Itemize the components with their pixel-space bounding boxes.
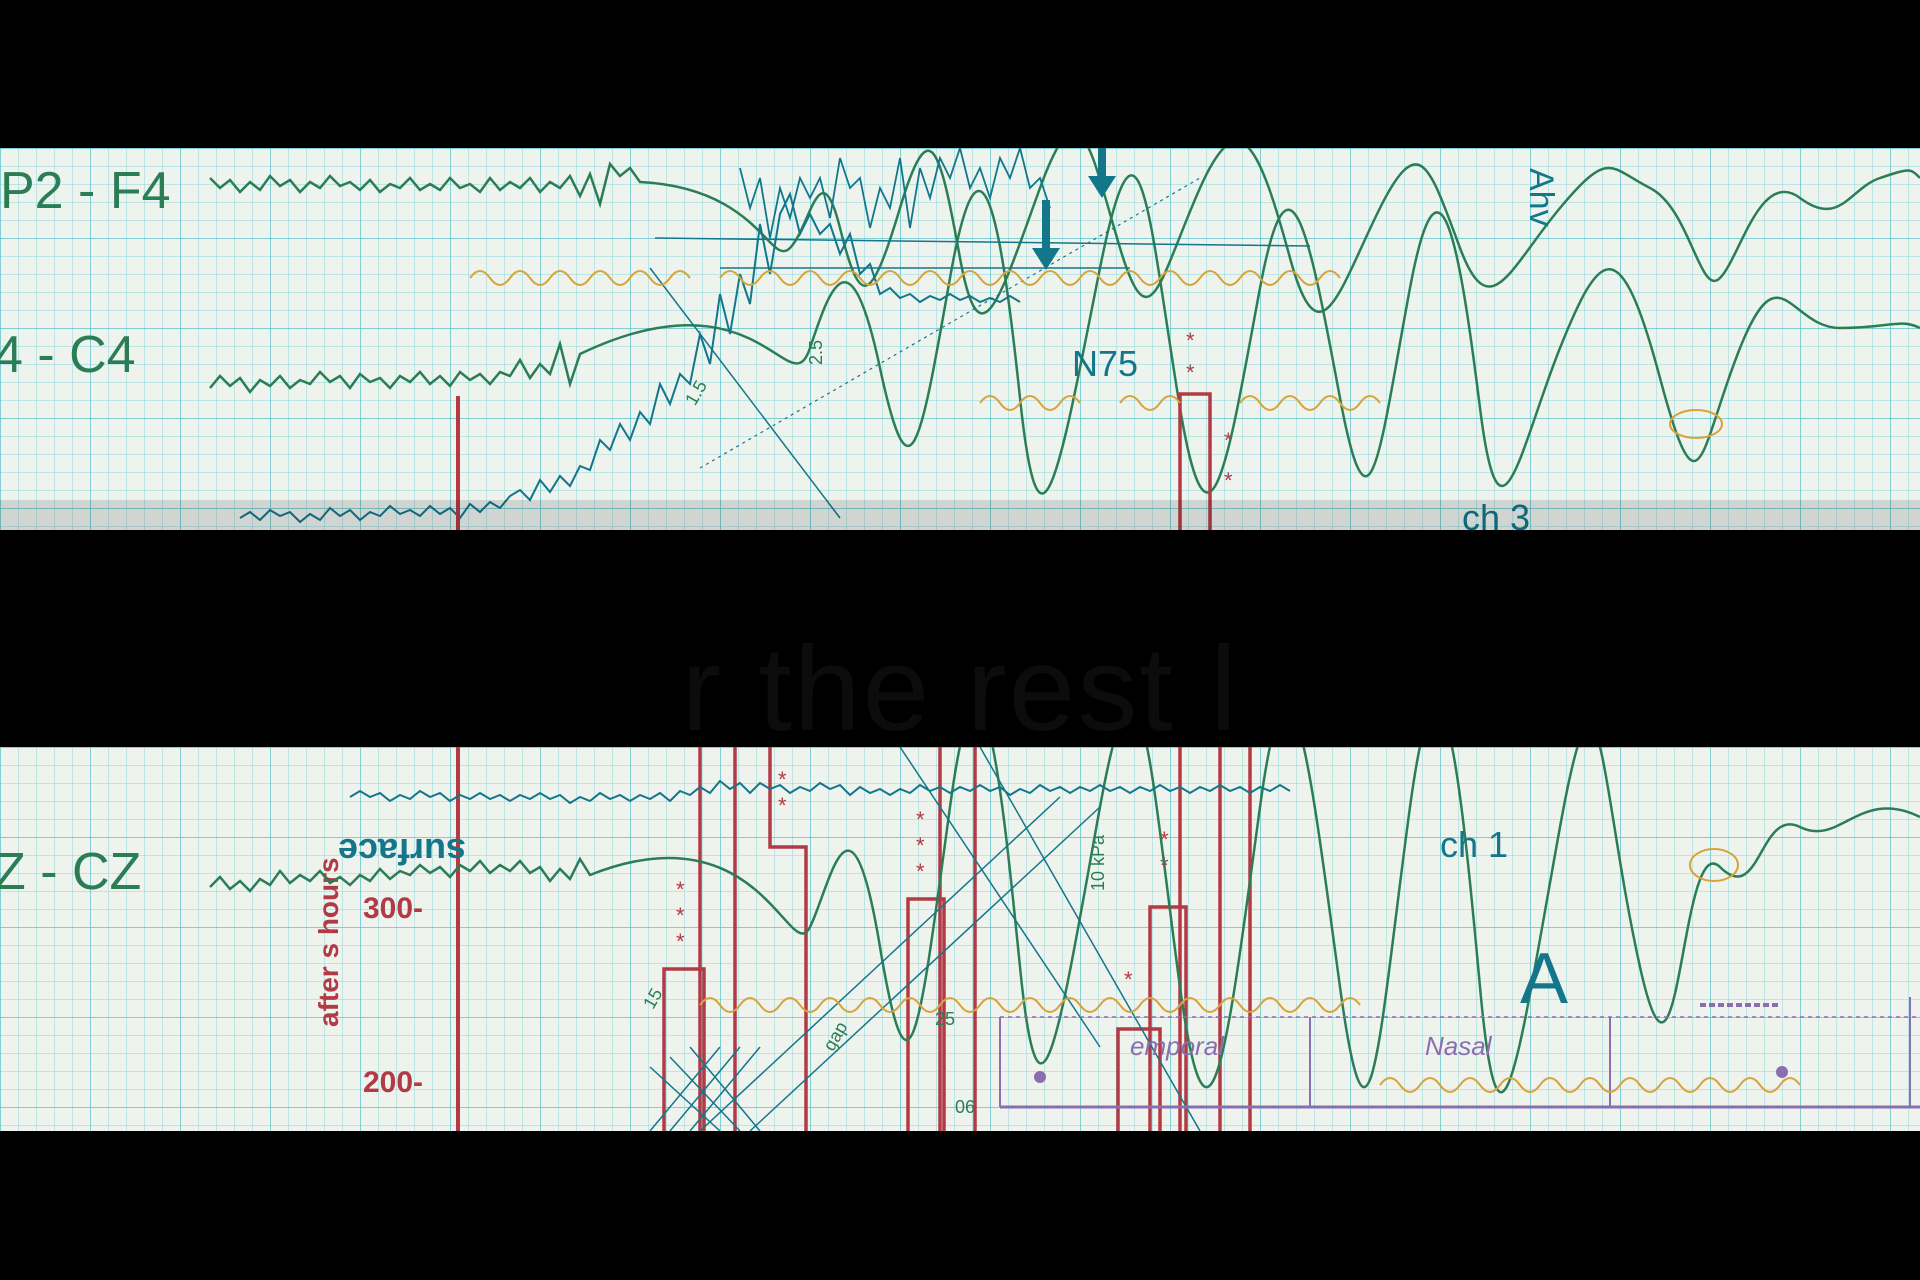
channel-label-p2-f4: P2 - F4: [0, 162, 171, 220]
hatched-region: [649, 747, 1201, 1131]
eeg-trace-teal: [349, 779, 1291, 805]
svg-text:*: *: [1124, 967, 1133, 992]
faint-caption-text: r the rest l: [681, 622, 1239, 756]
eeg-trace-teal: [239, 191, 1021, 524]
label-surface: surface: [338, 831, 466, 872]
eeg-trace-teal-upper: [739, 148, 1051, 239]
red-asterisks: *: [1224, 428, 1233, 453]
arrow-down-icon: [1032, 200, 1060, 270]
svg-text:*: *: [778, 793, 787, 818]
ruler-line: [654, 237, 1311, 247]
label-nasal: Nasal: [1425, 1031, 1493, 1061]
tick-label-300: 300-: [363, 892, 423, 925]
label-06: 06: [955, 1097, 975, 1117]
svg-text:*: *: [676, 877, 685, 902]
red-asterisks: *: [1186, 360, 1195, 385]
svg-text:*: *: [1160, 827, 1169, 852]
handwriting-scribble: [699, 997, 1801, 1093]
red-asterisks: *: [1224, 468, 1233, 493]
dashed-line: [699, 177, 1201, 469]
eeg-trace-p2-f4: [209, 148, 1920, 315]
letterbox-top: [0, 0, 1920, 148]
letterbox-middle: [0, 530, 1920, 747]
red-step-trace: [662, 747, 1252, 1131]
circle-annotation: [1689, 848, 1739, 882]
svg-text:*: *: [916, 807, 925, 832]
eeg-chart-strip-top: P2 - F4 4 - C4 * * * * N75 ch 3 Ahv 2.5 …: [0, 148, 1920, 530]
axis-label-after-hours: after s hours: [313, 857, 344, 1027]
handwriting-scribble: [469, 270, 1341, 286]
label-ahv: Ahv: [1522, 168, 1560, 227]
label-n75: N75: [1072, 343, 1138, 384]
red-step-trace: [1178, 392, 1212, 530]
label-ch3: ch 3: [1462, 497, 1530, 530]
label-ch1: ch 1: [1440, 824, 1508, 865]
eeg-paper-bottom: Z - CZ 300- 200- after s hours *** ** **…: [0, 747, 1920, 1131]
eeg-trace-4-c4: [209, 174, 1920, 495]
arrow-down-icon: [1088, 148, 1116, 198]
eeg-chart-strip-bottom: Z - CZ 300- 200- after s hours * * * * * * *…: [0, 747, 1920, 1131]
channel-label-4-c4: 4 - C4: [0, 326, 136, 384]
svg-text:*: *: [778, 767, 787, 792]
svg-text:*: *: [916, 859, 925, 884]
letterbox-bottom: [0, 1131, 1920, 1280]
svg-text:*: *: [676, 903, 685, 928]
label-temporal: emporal: [1130, 1031, 1225, 1061]
tick-label-200: 200-: [363, 1066, 423, 1099]
handwriting-scribble: [979, 395, 1381, 411]
label-10kpa: 10 kPa: [1088, 834, 1108, 891]
red-asterisks: *: [1186, 328, 1195, 353]
eeg-trace-z-cz: [209, 747, 1920, 1094]
channel-label-z-cz: Z - CZ: [0, 843, 141, 901]
label-25: 25: [935, 1009, 955, 1029]
eeg-paper-top: P2 - F4 4 - C4 * * * * N75 ch 3 Ahv 2.5 …: [0, 148, 1920, 530]
label-2-5: 2.5: [806, 340, 826, 365]
svg-text:*: *: [676, 929, 685, 954]
svg-text:*: *: [916, 833, 925, 858]
strip-shadow: [0, 500, 1920, 530]
circle-annotation: [1669, 409, 1723, 439]
diagonal-line: [649, 267, 841, 519]
label-a: A: [1520, 939, 1568, 1019]
